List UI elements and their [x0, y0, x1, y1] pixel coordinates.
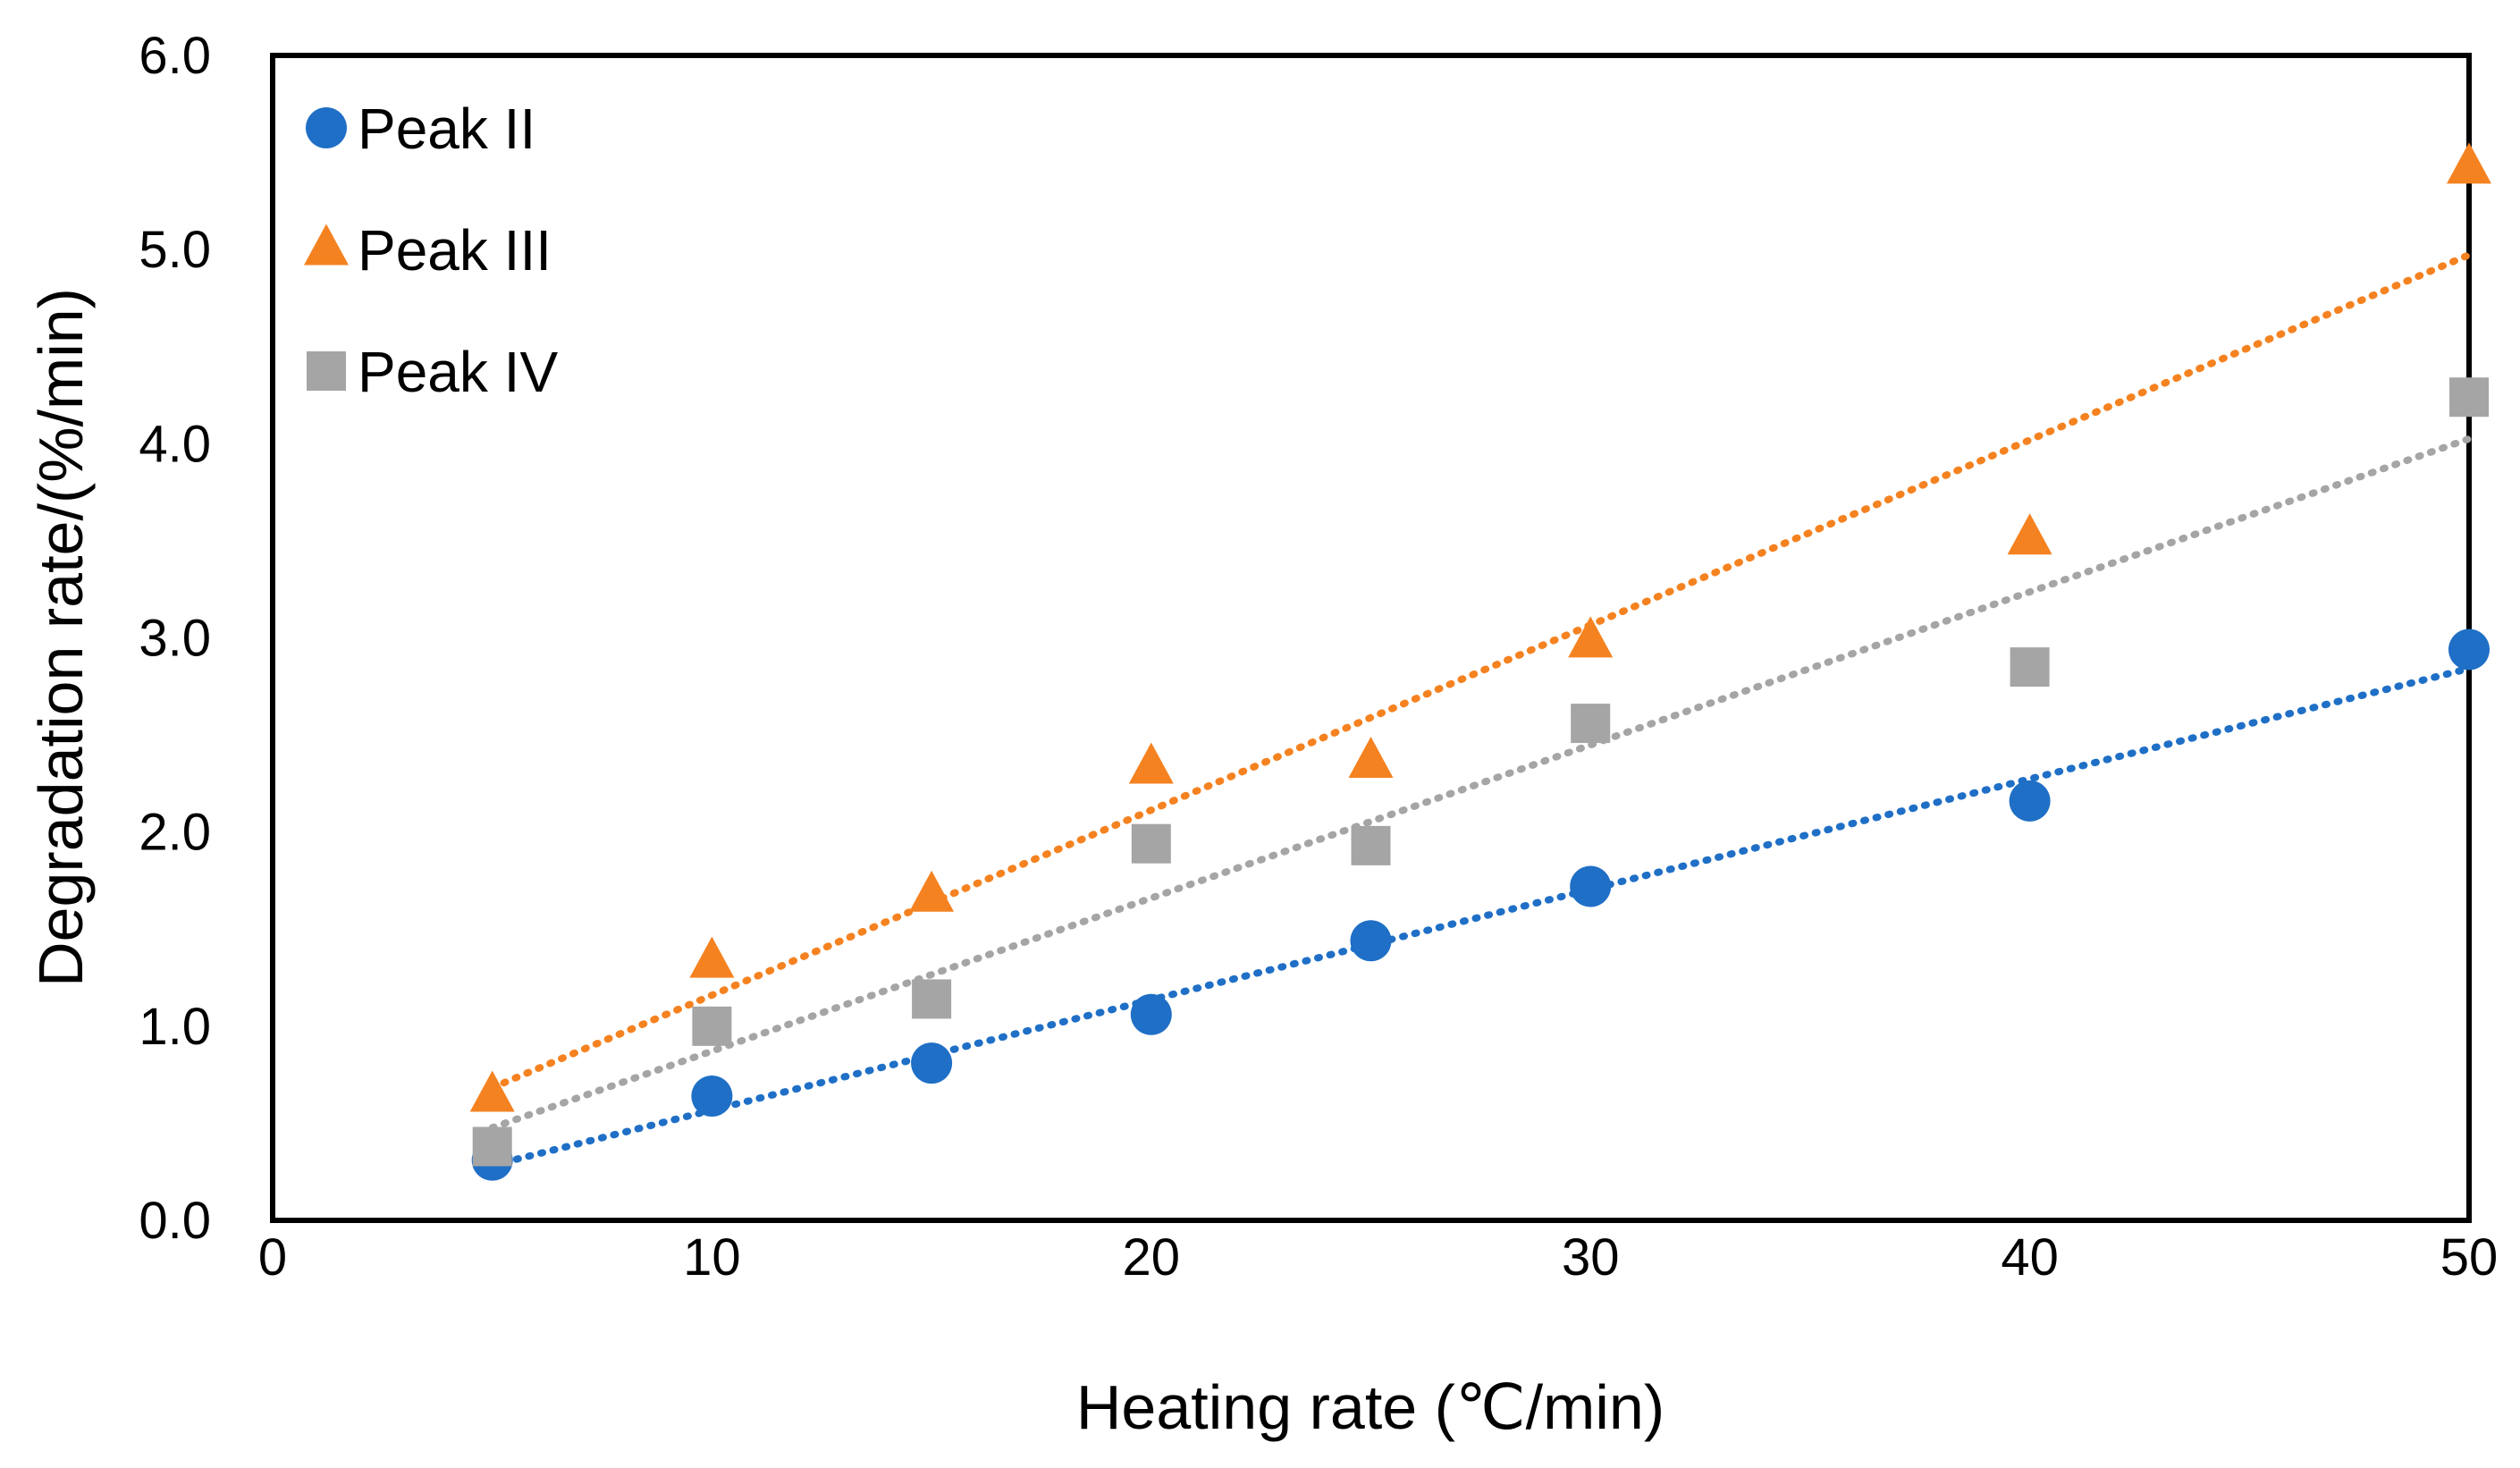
data-point — [1348, 736, 1394, 778]
legend-marker — [307, 351, 346, 391]
y-tick-label: 5.0 — [139, 221, 211, 279]
data-point — [691, 1076, 733, 1118]
data-point — [689, 936, 735, 978]
x-tick-label: 50 — [2440, 1228, 2499, 1287]
y-axis-ticks: 0.0 1.0 2.0 3.0 4.0 5.0 6.0 — [139, 27, 211, 1250]
x-tick-label: 10 — [683, 1228, 741, 1287]
data-points — [469, 142, 2491, 1181]
y-tick-label: 2.0 — [139, 804, 211, 862]
legend: Peak II Peak III Peak IV — [304, 97, 558, 404]
data-point — [1350, 920, 1392, 962]
trendline — [488, 664, 2473, 1169]
y-tick-label: 4.0 — [139, 415, 211, 473]
data-point — [909, 870, 955, 912]
legend-label: Peak II — [358, 97, 535, 161]
data-point — [1568, 616, 1614, 658]
data-point — [2449, 377, 2489, 418]
data-point — [2007, 513, 2052, 555]
data-point — [1571, 704, 1611, 744]
data-point — [472, 1126, 512, 1167]
data-point — [2009, 780, 2051, 822]
trendline — [488, 434, 2473, 1132]
data-point — [1131, 823, 1171, 864]
x-tick-label: 20 — [1123, 1228, 1181, 1287]
data-point — [469, 1070, 515, 1112]
data-point — [2010, 647, 2050, 688]
y-tick-label: 0.0 — [139, 1192, 211, 1250]
data-point — [1130, 993, 1172, 1035]
data-point — [692, 1006, 732, 1046]
legend-marker — [306, 107, 347, 148]
y-axis-title: Degradation rate/(%/min) — [26, 288, 96, 987]
y-tick-label: 6.0 — [139, 27, 211, 85]
trendline — [488, 251, 2473, 1092]
x-tick-label: 40 — [2001, 1228, 2059, 1287]
trendlines — [488, 251, 2473, 1169]
data-point — [911, 1042, 953, 1084]
x-tick-label: 0 — [258, 1228, 287, 1287]
data-point — [912, 979, 952, 1019]
y-tick-label: 1.0 — [139, 998, 211, 1056]
data-point — [1351, 825, 1391, 865]
legend-label: Peak IV — [358, 340, 558, 404]
legend-marker — [304, 224, 349, 266]
data-point — [1128, 742, 1174, 784]
legend-label: Peak III — [358, 218, 552, 283]
x-tick-label: 30 — [1562, 1228, 1620, 1287]
x-axis-ticks: 0 10 20 30 40 50 — [258, 1228, 2498, 1287]
data-point — [2447, 142, 2491, 184]
plot-frame — [270, 53, 2472, 1223]
x-axis-title: Heating rate (℃/min) — [1076, 1372, 1665, 1442]
y-tick-label: 3.0 — [139, 610, 211, 668]
data-point — [1570, 865, 1612, 907]
data-point — [2448, 629, 2490, 671]
